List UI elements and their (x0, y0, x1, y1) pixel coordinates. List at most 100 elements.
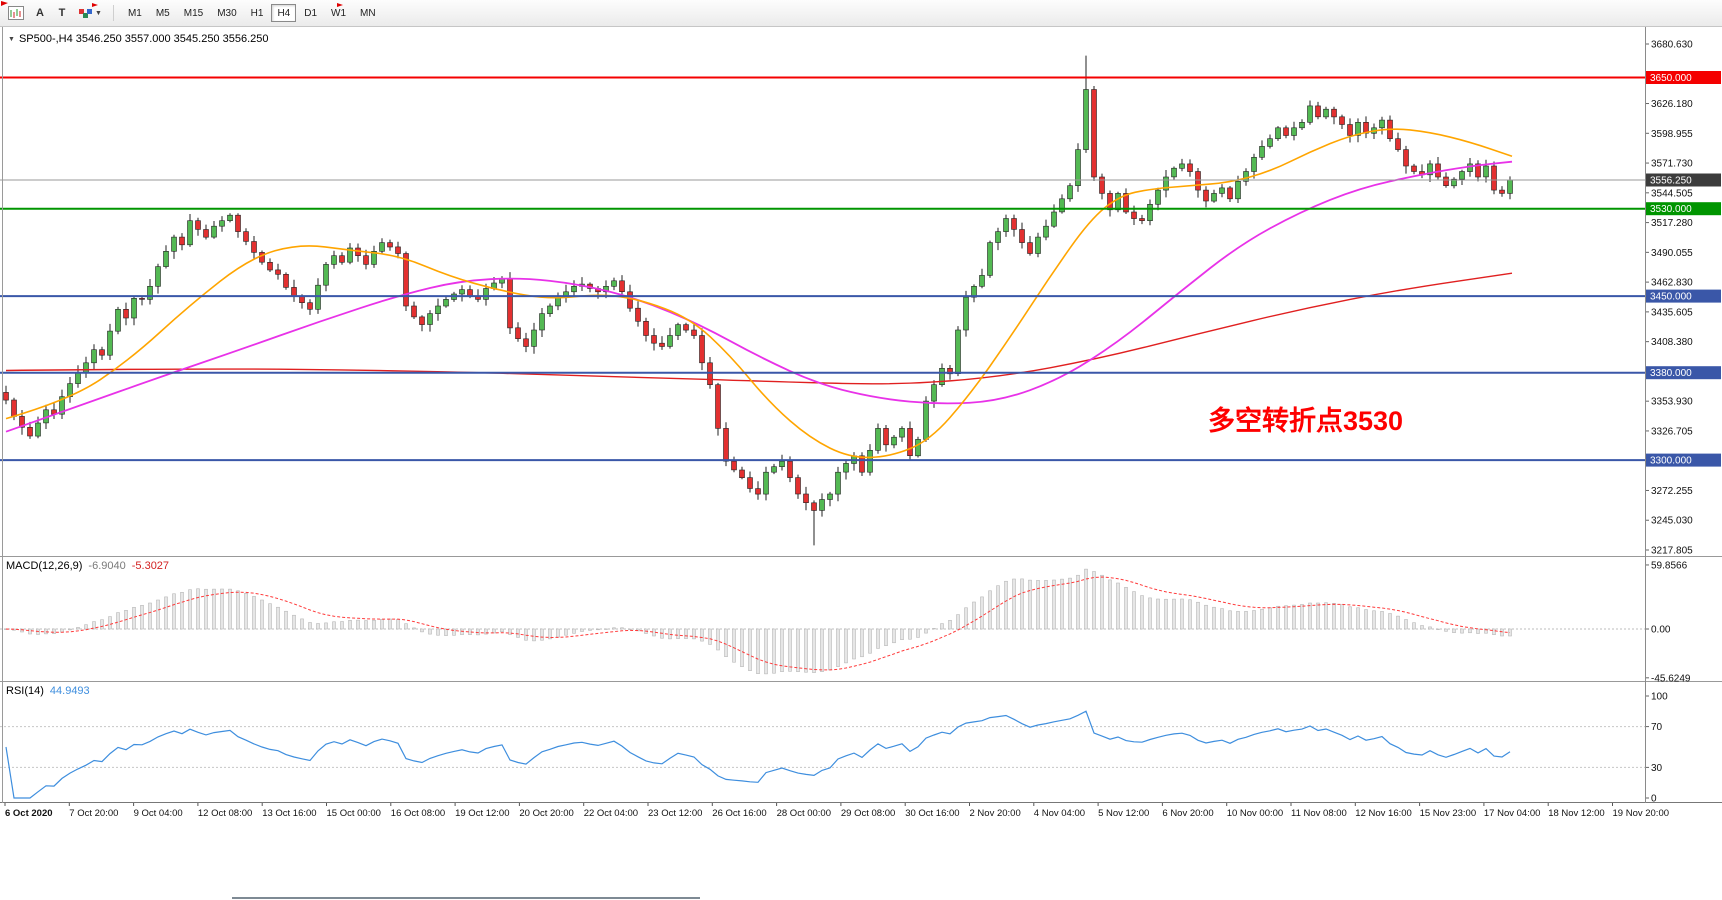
macd-label: MACD(12,26,9) -6.9040 -5.3027 (6, 560, 169, 572)
chart-annotation-text[interactable]: 多空转折点3530 (1208, 406, 1404, 436)
price-axis-label: 3626.180 (1651, 99, 1693, 110)
time-axis-label: 29 Oct 08:00 (841, 808, 895, 819)
rsi-axis-label: 0 (1651, 794, 1657, 804)
price-axis-separator (1645, 27, 1646, 803)
price-axis-label: 3408.380 (1651, 337, 1693, 348)
time-axis-label: 18 Nov 12:00 (1548, 808, 1605, 819)
price-axis-label: 3544.505 (1651, 188, 1693, 199)
time-axis-label: 22 Oct 04:00 (584, 808, 638, 819)
toolbar-separator (112, 5, 114, 21)
time-axis-label: 9 Oct 04:00 (134, 808, 183, 819)
symbol-dropdown-icon[interactable]: ▼ (8, 35, 15, 43)
time-axis-label: 26 Oct 16:00 (712, 808, 766, 819)
timeframe-button-d1[interactable]: D1 (298, 4, 323, 22)
timeframe-button-mn[interactable]: MN (354, 4, 382, 22)
time-axis-label: 19 Oct 12:00 (455, 808, 509, 819)
hline-chip-label: 3450.000 (1650, 292, 1692, 303)
price-axis-label: 3462.830 (1651, 278, 1693, 289)
price-axis-label: 3326.705 (1651, 426, 1693, 437)
timeframe-button-group: M1 M5 M15 M30 H1 H4 D1 W1 MN (121, 4, 383, 22)
time-axis-label: 15 Nov 23:00 (1420, 808, 1477, 819)
timeframe-button-m5[interactable]: M5 (150, 4, 176, 22)
current-price-chip (1646, 173, 1721, 187)
timeframe-button-h1[interactable]: H1 (245, 4, 270, 22)
time-axis-label: 15 Oct 00:00 (327, 808, 381, 819)
time-axis-label: 19 Nov 20:00 (1613, 808, 1670, 819)
red-marker-icon (336, 2, 344, 12)
price-axis-labels: 3680.630 3626.180 3598.955 3571.730 3544.505… (1645, 40, 1693, 557)
red-marker-icon (0, 0, 9, 11)
time-axis-label: 17 Nov 04:00 (1484, 808, 1541, 819)
hline-chip-3650 (1646, 71, 1721, 84)
rsi-line (5, 710, 1511, 799)
ma-slow-line[interactable] (5, 272, 1513, 385)
time-axis-label: 2 Nov 20:00 (970, 808, 1021, 819)
rsi-value: 44.9493 (49, 685, 90, 697)
price-axis-label: 3680.630 (1651, 40, 1693, 51)
tool-button-t[interactable]: T (52, 3, 72, 23)
rsi-axis-label: 70 (1651, 722, 1663, 733)
hline-chip-label: 3650.000 (1650, 73, 1692, 84)
time-axis-label: 7 Oct 20:00 (69, 808, 118, 819)
time-axis-label: 4 Nov 04:00 (1034, 808, 1085, 819)
time-axis-label: 30 Oct 16:00 (905, 808, 959, 819)
price-axis-label: 3245.030 (1651, 516, 1693, 527)
time-axis-label: 6 Oct 2020 (5, 808, 53, 819)
hline-chip-3380 (1646, 366, 1721, 380)
time-axis-label: 28 Oct 00:00 (777, 808, 831, 819)
hline-chip-3530 (1646, 202, 1721, 216)
current-price-label: 3556.250 (1650, 176, 1692, 187)
chart-icon (8, 6, 24, 20)
macd-value-signal: -5.3027 (131, 560, 170, 572)
chart-window-button[interactable] (4, 3, 28, 23)
time-axis-label: 6 Nov 20:00 (1162, 808, 1213, 819)
rsi-panel[interactable]: RSI(14) 44.9493 100 70 30 0 (0, 682, 1722, 803)
rsi-axis-label: 30 (1651, 763, 1663, 774)
rsi-axis-label: 100 (1651, 692, 1668, 703)
bottom-spacer (0, 821, 1722, 900)
chart-ohlc-header: ▼ SP500-,H4 3546.250 3557.000 3545.250 3… (7, 33, 269, 45)
timeframe-button-m15[interactable]: M15 (178, 4, 209, 22)
macd-panel[interactable]: MACD(12,26,9) -6.9040 -5.3027 59.8566 0.00 -… (0, 557, 1722, 682)
price-axis-label: 3435.605 (1651, 307, 1693, 318)
hline-chip-3450 (1646, 289, 1721, 303)
price-axis-label: 3490.055 (1651, 248, 1693, 259)
colors-tool-button[interactable]: ▼ (74, 3, 106, 23)
ma-fast-line[interactable] (5, 128, 1513, 459)
horizontal-scrollbar-thumb[interactable] (232, 897, 700, 899)
price-axis-label: 3353.930 (1651, 397, 1693, 408)
time-axis-label: 12 Nov 16:00 (1355, 808, 1412, 819)
colors-icon (78, 7, 94, 20)
tool-button-a[interactable]: A (30, 3, 50, 23)
time-axis-label: 16 Oct 08:00 (391, 808, 445, 819)
ma-mid-line[interactable] (5, 160, 1513, 433)
macd-name: MACD(12,26,9) (6, 560, 83, 572)
time-axis[interactable]: 6 Oct 2020 7 Oct 20:00 9 Oct 04:00 12 Oct 0… (0, 803, 1722, 821)
macd-signal-line (5, 576, 1511, 671)
hline-chip-label: 3380.000 (1650, 368, 1692, 379)
time-axis-label: 10 Nov 00:00 (1227, 808, 1284, 819)
price-axis-label: 3217.805 (1651, 546, 1693, 557)
hline-chip-3300 (1646, 453, 1721, 467)
timeframe-button-m1[interactable]: M1 (122, 4, 148, 22)
macd-axis-label: -45.6249 (1651, 673, 1691, 682)
macd-histogram (4, 568, 1512, 675)
timeframe-button-w1[interactable]: W1 (325, 4, 352, 22)
time-axis-label: 12 Oct 08:00 (198, 808, 252, 819)
chevron-down-icon: ▼ (95, 9, 102, 17)
macd-axis-label: 0.00 (1651, 625, 1671, 636)
time-axis-label: 23 Oct 12:00 (648, 808, 702, 819)
time-axis-label: 20 Oct 20:00 (519, 808, 573, 819)
rsi-name: RSI(14) (6, 685, 44, 697)
hline-chip-label: 3530.000 (1650, 204, 1692, 215)
macd-axis-label: 59.8566 (1651, 561, 1688, 572)
price-axis-label: 3571.730 (1651, 159, 1693, 170)
timeframe-button-m30[interactable]: M30 (211, 4, 242, 22)
macd-value-main: -6.9040 (88, 560, 126, 572)
time-axis-label: 5 Nov 12:00 (1098, 808, 1149, 819)
red-marker-icon (91, 2, 99, 12)
timeframe-button-h4[interactable]: H4 (271, 4, 297, 22)
chart-ohlc-text: SP500-,H4 3546.250 3557.000 3545.250 355… (18, 33, 269, 45)
price-chart-panel[interactable]: ▼ SP500-,H4 3546.250 3557.000 3545.250 3… (0, 27, 1722, 557)
